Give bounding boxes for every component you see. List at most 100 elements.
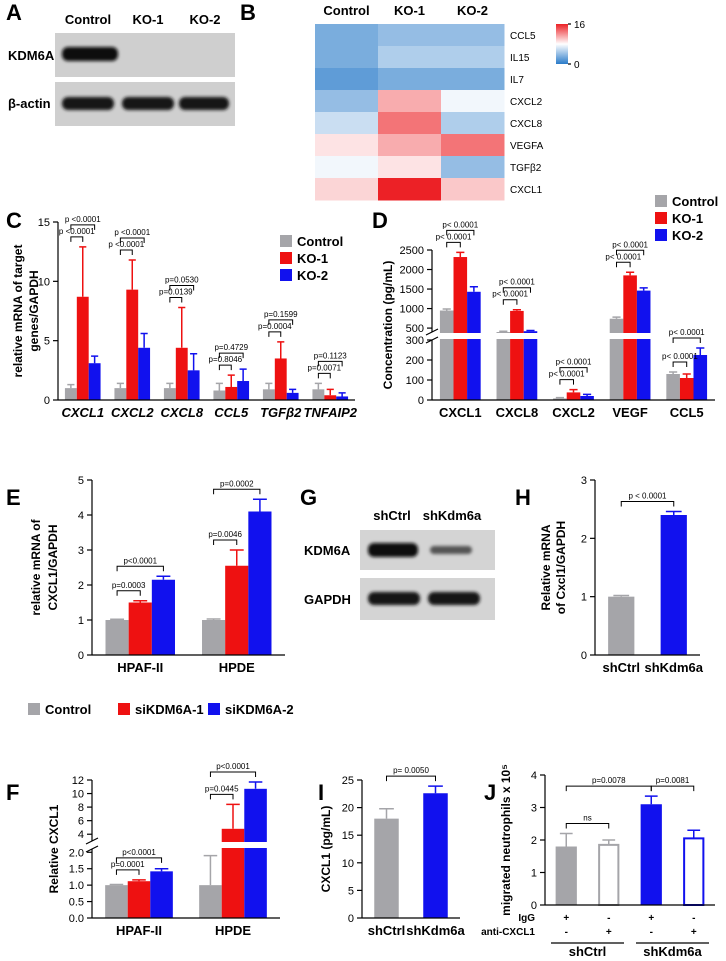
error-bar [569,388,578,393]
column-label: KO-1 [394,3,425,18]
error-bar [326,388,334,396]
significance-bracket [559,379,574,385]
significance-label: p=0.0046 [208,530,242,539]
y-tick-label: 15 [38,217,50,229]
x-tick-label: HPAF-II [117,660,163,675]
significance-bracket [317,372,331,379]
bar [467,291,481,400]
error-bar [154,867,169,872]
bar [151,579,175,655]
blot-band [368,592,420,605]
condition-mark: - [607,913,610,924]
y-axis-label: relative mRNA of [29,518,43,615]
legend-label: Control [297,234,343,249]
y-tick-label: 1 [531,868,537,880]
significance-bracket [565,823,610,829]
significance-bracket [119,249,133,255]
panel-label: J [484,780,496,805]
bar [221,828,245,918]
x-tick-label: CXCL1 [439,405,482,420]
y-tick-label: 2 [581,533,587,545]
significance-bracket [115,869,140,875]
significance-label: p < 0.0001 [628,492,667,501]
group-label: shKdm6a [643,944,702,959]
x-tick-label: shKdm6a [644,660,703,675]
error-bar [190,352,198,371]
significance-label: p=0.4729 [214,343,248,352]
heatmap-cell [441,178,505,201]
significance-bracket [209,771,257,778]
y-axis-label: CXCL1 (pg/mL) [319,806,333,893]
y-tick-label: 2.0 [69,847,84,859]
y-tick-label: 2 [78,580,84,592]
error-bar [140,332,148,348]
blot-band [428,592,480,605]
panel-label: G [300,485,317,510]
y-tick-label: 0 [418,395,424,407]
error-bar [696,347,705,355]
error-bar [428,785,443,794]
y-tick-label: 1.0 [69,880,84,892]
legend-swatch [655,212,667,224]
row-label: IL7 [510,75,524,86]
significance-label: p=0.1123 [314,351,348,360]
significance-bracket [650,785,695,792]
error-bar [166,382,174,389]
error-bar [469,285,478,292]
significance-label: p=0.0139 [159,287,193,296]
significance-bracket [502,287,531,293]
row-label: VEGFA [510,141,544,152]
error-bar [687,829,701,839]
significance-bracket [502,299,518,305]
x-tick-label: CCL5 [670,405,704,420]
heatmap-cell [378,68,442,91]
bar [439,310,454,400]
heatmap-cell [441,24,505,47]
significance-bracket [119,237,145,243]
blot-g: G shCtrl shKdm6a KDM6A GAPDH [300,485,495,620]
heatmap-cell [378,156,442,179]
significance-label: p< 0.0001 [492,290,528,299]
significance-bracket [115,857,163,863]
bar [523,331,538,400]
x-tick-label: shCtrl [368,923,406,938]
lane-label: shCtrl [373,508,411,523]
legend-label: KO-2 [297,268,328,283]
heatmap-cell [441,90,505,113]
x-tick-label: TGFβ2 [260,405,302,420]
error-bar [116,382,124,389]
error-bar [665,510,682,515]
error-bar [644,795,658,805]
significance-bracket [169,296,183,303]
axis-break [424,333,715,339]
error-bar [215,382,223,391]
y-tick-label: 20 [342,803,354,815]
bar [608,596,635,655]
blot-band [179,97,229,110]
heatmap-cell [441,46,505,69]
condition-mark: - [565,927,568,938]
error-bar [265,382,273,390]
error-bar [91,355,99,364]
bar [262,389,275,400]
bar [666,374,680,400]
x-tick-label: HPDE [215,923,251,938]
row-label: GAPDH [304,592,351,607]
bar [324,395,337,400]
significance-bracket [446,241,461,248]
panel-label: H [515,485,531,510]
error-bar [626,271,635,276]
error-bar [338,392,346,397]
legend-swatch [280,269,292,281]
error-bar [526,329,535,332]
y-tick-label: 3 [78,545,84,557]
legend-swatch [655,229,667,241]
significance-bracket [672,361,688,367]
significance-bracket [268,331,282,337]
significance-label: p=0.0445 [205,784,239,793]
bar [693,355,708,400]
significance-label: p< 0.0001 [662,352,698,361]
row-label: IL15 [510,53,530,64]
bar [88,363,101,400]
significance-bracket [317,360,343,367]
